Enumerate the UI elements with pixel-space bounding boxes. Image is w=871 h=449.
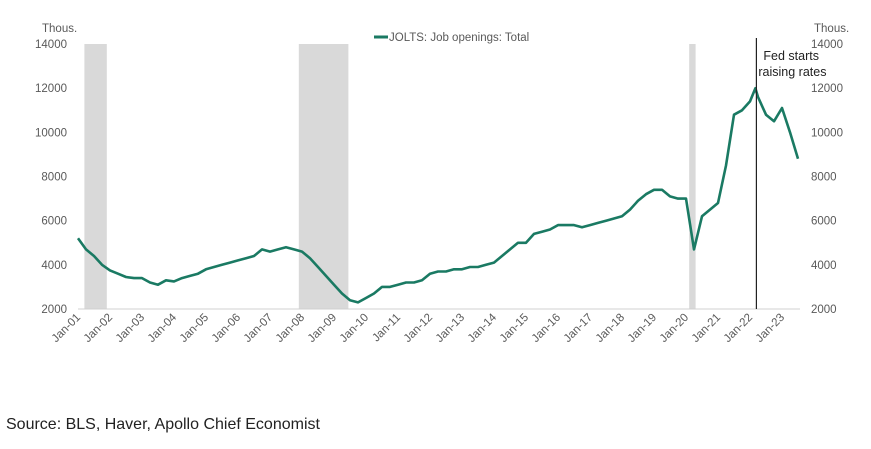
annotation-line-2: raising rates (758, 65, 826, 79)
annotation-line-1: Fed starts (763, 49, 819, 63)
y-tick-right: 8000 (811, 172, 837, 184)
y-tick-left: 14000 (35, 39, 67, 51)
x-tick-label: Jan-14 (466, 311, 500, 345)
x-tick-label: Jan-07 (242, 312, 275, 345)
y-tick-right: 6000 (811, 216, 837, 228)
x-tick-label: Jan-18 (594, 312, 627, 345)
left-axis-unit: Thous. (42, 23, 77, 35)
x-tick-label: Jan-06 (210, 312, 243, 345)
x-tick-label: Jan-16 (530, 312, 563, 345)
y-tick-right: 12000 (811, 83, 843, 95)
x-tick-label: Jan-22 (722, 312, 755, 345)
x-tick-label: Jan-17 (562, 312, 595, 345)
y-tick-left: 8000 (41, 172, 67, 184)
recession-band (84, 44, 107, 309)
x-tick-label: Jan-02 (82, 312, 115, 345)
x-tick-label: Jan-12 (402, 312, 435, 345)
x-tick-label: Jan-21 (690, 312, 723, 345)
legend-label: JOLTS: Job openings: Total (389, 32, 529, 44)
x-tick-label: Jan-23 (754, 312, 787, 345)
source-note: Source: BLS, Haver, Apollo Chief Economi… (6, 416, 320, 433)
x-tick-label: Jan-03 (114, 312, 147, 345)
x-tick-label: Jan-09 (306, 312, 339, 345)
x-tick-label: Jan-20 (658, 312, 691, 345)
y-tick-left: 10000 (35, 127, 67, 139)
x-tick-label: Jan-19 (626, 312, 659, 345)
y-tick-right: 2000 (811, 304, 837, 316)
x-tick-label: Jan-01 (50, 312, 83, 345)
y-tick-right: 14000 (811, 39, 843, 51)
x-tick-label: Jan-04 (146, 311, 180, 345)
y-tick-right: 10000 (811, 127, 843, 139)
y-tick-left: 12000 (35, 83, 67, 95)
x-tick-label: Jan-15 (498, 312, 531, 345)
y-tick-left: 2000 (41, 304, 67, 316)
y-tick-left: 6000 (41, 216, 67, 228)
x-tick-label: Jan-13 (434, 312, 467, 345)
series-line-jolts (76, 86, 800, 304)
x-tick-label: Jan-08 (274, 312, 307, 345)
x-tick-label: Jan-11 (370, 312, 403, 345)
x-tick-label: Jan-10 (338, 312, 371, 345)
y-tick-left: 4000 (41, 260, 67, 272)
recession-band (689, 44, 696, 309)
right-axis-unit: Thous. (814, 23, 849, 35)
y-tick-right: 4000 (811, 260, 837, 272)
x-tick-label: Jan-05 (178, 312, 211, 345)
recession-band (298, 44, 349, 309)
